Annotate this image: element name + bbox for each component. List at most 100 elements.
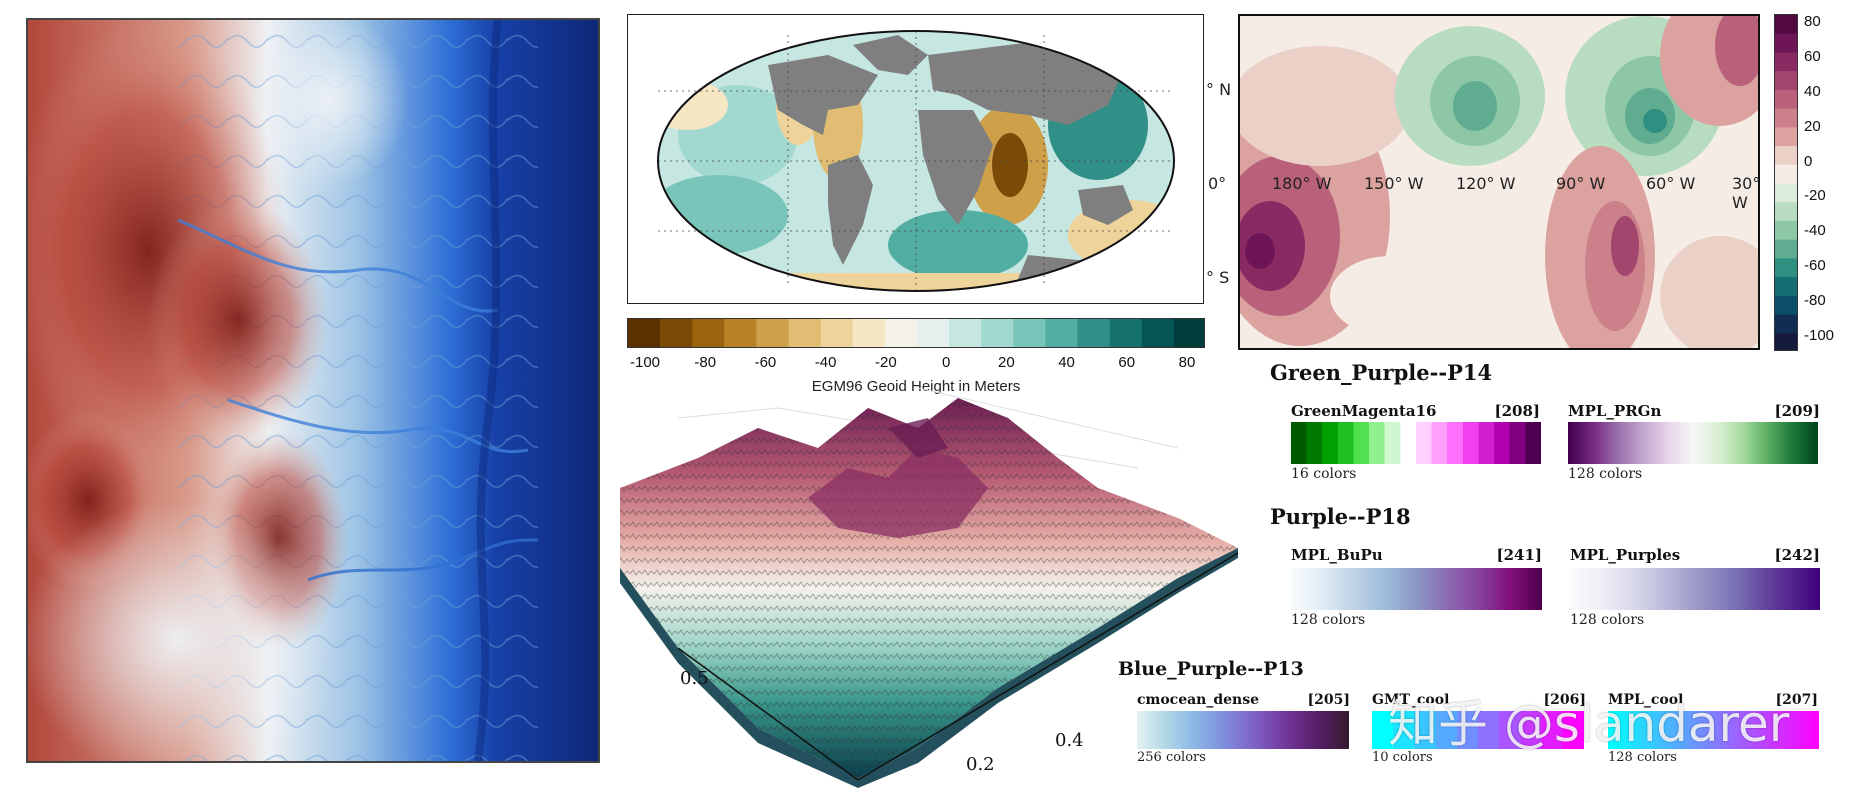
section-title-blue-purple: Blue_Purple--P13	[1118, 658, 1304, 680]
lat-label-equator: 0°	[1208, 174, 1227, 193]
colorbar-tick-label: -40	[814, 354, 837, 371]
axis-tick-0-2: 0.2	[966, 754, 995, 775]
colormap-id: [206]	[1543, 692, 1586, 708]
colorbar-segment	[949, 319, 982, 349]
colorbar-segment	[1775, 127, 1799, 147]
colorbar-segment	[917, 319, 950, 349]
colorbar-tick-label: -80	[694, 354, 717, 371]
colorbar-tick-label: 40	[1804, 82, 1821, 100]
section-title-purple: Purple--P18	[1270, 504, 1411, 529]
colorbar-segment	[1775, 295, 1799, 316]
colorbar-tick-label: 80	[1178, 354, 1196, 371]
colorbar-segment	[756, 319, 790, 349]
colorbar-segment	[692, 319, 725, 349]
colormap-name: GMT_cool	[1372, 692, 1450, 708]
geoid-colorbar	[627, 318, 1207, 349]
colormap-count: 128 colors	[1570, 612, 1645, 628]
section-title-green-purple: Green_Purple--P14	[1270, 360, 1493, 385]
colorbar-tick-label: -60	[754, 354, 777, 371]
colorbar-segment	[788, 319, 822, 349]
colormap-swatch-mpl-cool	[1608, 711, 1819, 749]
pacific-lon-labels: 180° W 150° W 120° W 90° W 60° W 30° W	[1238, 174, 1760, 212]
lon-label-30w: 30° W	[1732, 174, 1761, 212]
geoid-world-map	[627, 14, 1204, 304]
colorbar-segment	[1775, 258, 1799, 278]
pacific-colorbar	[1774, 14, 1799, 353]
colormap-id: [205]	[1307, 692, 1350, 708]
colormap-count: 256 colors	[1137, 750, 1206, 765]
colorbar-tick-label: 0	[941, 354, 951, 371]
colorbar-segment	[1775, 15, 1799, 35]
colorbar-tick-label: 60	[1804, 47, 1821, 65]
geoid-colorbar-title: EGM96 Geoid Height in Meters	[811, 378, 1021, 395]
colormap-name: cmocean_dense	[1137, 692, 1260, 708]
colorbar-tick-label: 60	[1118, 354, 1136, 371]
colorbar-segment	[1775, 333, 1799, 353]
colorbar-tick-label: -100	[629, 354, 661, 371]
colorbar-segment	[1077, 319, 1111, 349]
colorbar-tick-label: 0	[1804, 152, 1813, 170]
colormap-name: MPL_Purples	[1570, 546, 1681, 564]
colorbar-segment	[660, 319, 693, 349]
colormap-count: 16 colors	[1291, 466, 1357, 482]
colorbar-tick-label: -100	[1804, 327, 1835, 344]
colorbar-tick-label: -20	[875, 354, 897, 371]
colormap-swatch-cmocean-dense	[1137, 711, 1349, 749]
colorbar-segment	[1775, 33, 1799, 53]
colorbar-tick-label: -80	[1804, 292, 1826, 310]
lon-label-150w: 150° W	[1364, 174, 1424, 193]
colorbar-segment	[1775, 89, 1799, 110]
colormap-id: [208]	[1494, 402, 1540, 420]
lat-label-north: ° N	[1206, 80, 1232, 99]
colorbar-segment	[1775, 71, 1799, 91]
colorbar-segment	[1775, 164, 1799, 184]
colorbar-segment	[1775, 183, 1799, 203]
colorbar-tick-label: -20	[1804, 187, 1826, 205]
colorbar-segment	[1775, 314, 1799, 334]
colormap-swatch-mpl-bupu	[1291, 568, 1542, 610]
elevation-map	[8, 10, 600, 780]
colorbar-segment	[1013, 319, 1046, 349]
lon-label-90w: 90° W	[1556, 174, 1606, 193]
lat-label-south: ° S	[1206, 268, 1230, 287]
colormap-swatch-greenmagenta16	[1291, 422, 1541, 464]
colormap-id: [207]	[1775, 692, 1818, 708]
colormap-swatch-gmt-cool	[1372, 711, 1584, 749]
3d-surface-plot	[618, 387, 1308, 788]
colorbar-segment	[628, 319, 661, 349]
pacific-colorbar-ticks: 80 60 40 20 0 -20 -40 -60 -80 -100	[1804, 13, 1850, 351]
lon-label-180w: 180° W	[1272, 174, 1332, 193]
colormap-name: MPL_PRGn	[1568, 402, 1662, 420]
colorbar-segment	[1775, 277, 1799, 297]
colorbar-segment	[1109, 319, 1143, 349]
colorbar-segment	[1141, 319, 1175, 349]
colormap-name: GreenMagenta16	[1291, 402, 1437, 420]
colorbar-segment	[1045, 319, 1079, 349]
colorbar-segment	[820, 319, 854, 349]
colorbar-segment	[1775, 202, 1799, 222]
colormap-id: [242]	[1774, 546, 1820, 564]
colormap-swatch-mpl-purples	[1570, 568, 1820, 610]
colormap-swatch-mpl-prgn	[1568, 422, 1818, 464]
colormap-name: MPL_cool	[1608, 692, 1684, 708]
colorbar-segment	[1173, 319, 1207, 349]
colormap-count: 128 colors	[1608, 750, 1677, 765]
colorbar-tick-label: 40	[1058, 354, 1075, 371]
axis-tick-0-5: 0.5	[680, 668, 709, 689]
colormap-count: 128 colors	[1568, 466, 1643, 482]
lon-label-60w: 60° W	[1646, 174, 1696, 193]
lon-label-120w: 120° W	[1456, 174, 1516, 193]
colorbar-tick-label: 80	[1804, 13, 1821, 30]
colorbar-segment	[852, 319, 886, 349]
axis-tick-0-4: 0.4	[1055, 730, 1084, 751]
colorbar-segment	[981, 319, 1014, 349]
colorbar-segment	[1775, 52, 1799, 72]
colormap-count: 128 colors	[1291, 612, 1366, 628]
colorbar-tick-label: 20	[997, 354, 1015, 371]
colormap-id: [241]	[1496, 546, 1542, 564]
colorbar-segment	[1775, 146, 1799, 166]
colorbar-segment	[1775, 220, 1799, 241]
colorbar-segment	[1775, 239, 1799, 259]
watermark-text: 知乎 @slandarer	[1388, 695, 1790, 753]
colorbar-tick-label: -40	[1804, 222, 1826, 240]
